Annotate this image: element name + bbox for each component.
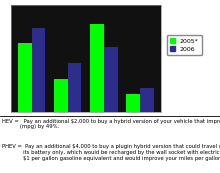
Text: HEV =   Pay an additional $2,000 to buy a hybrid version of your vehicle that im: HEV = Pay an additional $2,000 to buy a … — [2, 119, 220, 129]
Bar — [90, 24, 104, 112]
Bar — [68, 63, 81, 112]
Bar — [140, 88, 154, 112]
Bar — [18, 43, 31, 112]
Bar — [54, 79, 68, 112]
Text: PHEV =  Pay an additional $4,000 to buy a plugin hybrid version that could trave: PHEV = Pay an additional $4,000 to buy a… — [2, 144, 220, 161]
Legend: 2005*, 2006: 2005*, 2006 — [167, 35, 202, 55]
Bar — [126, 94, 140, 112]
Bar — [104, 47, 118, 112]
Bar — [31, 28, 45, 112]
